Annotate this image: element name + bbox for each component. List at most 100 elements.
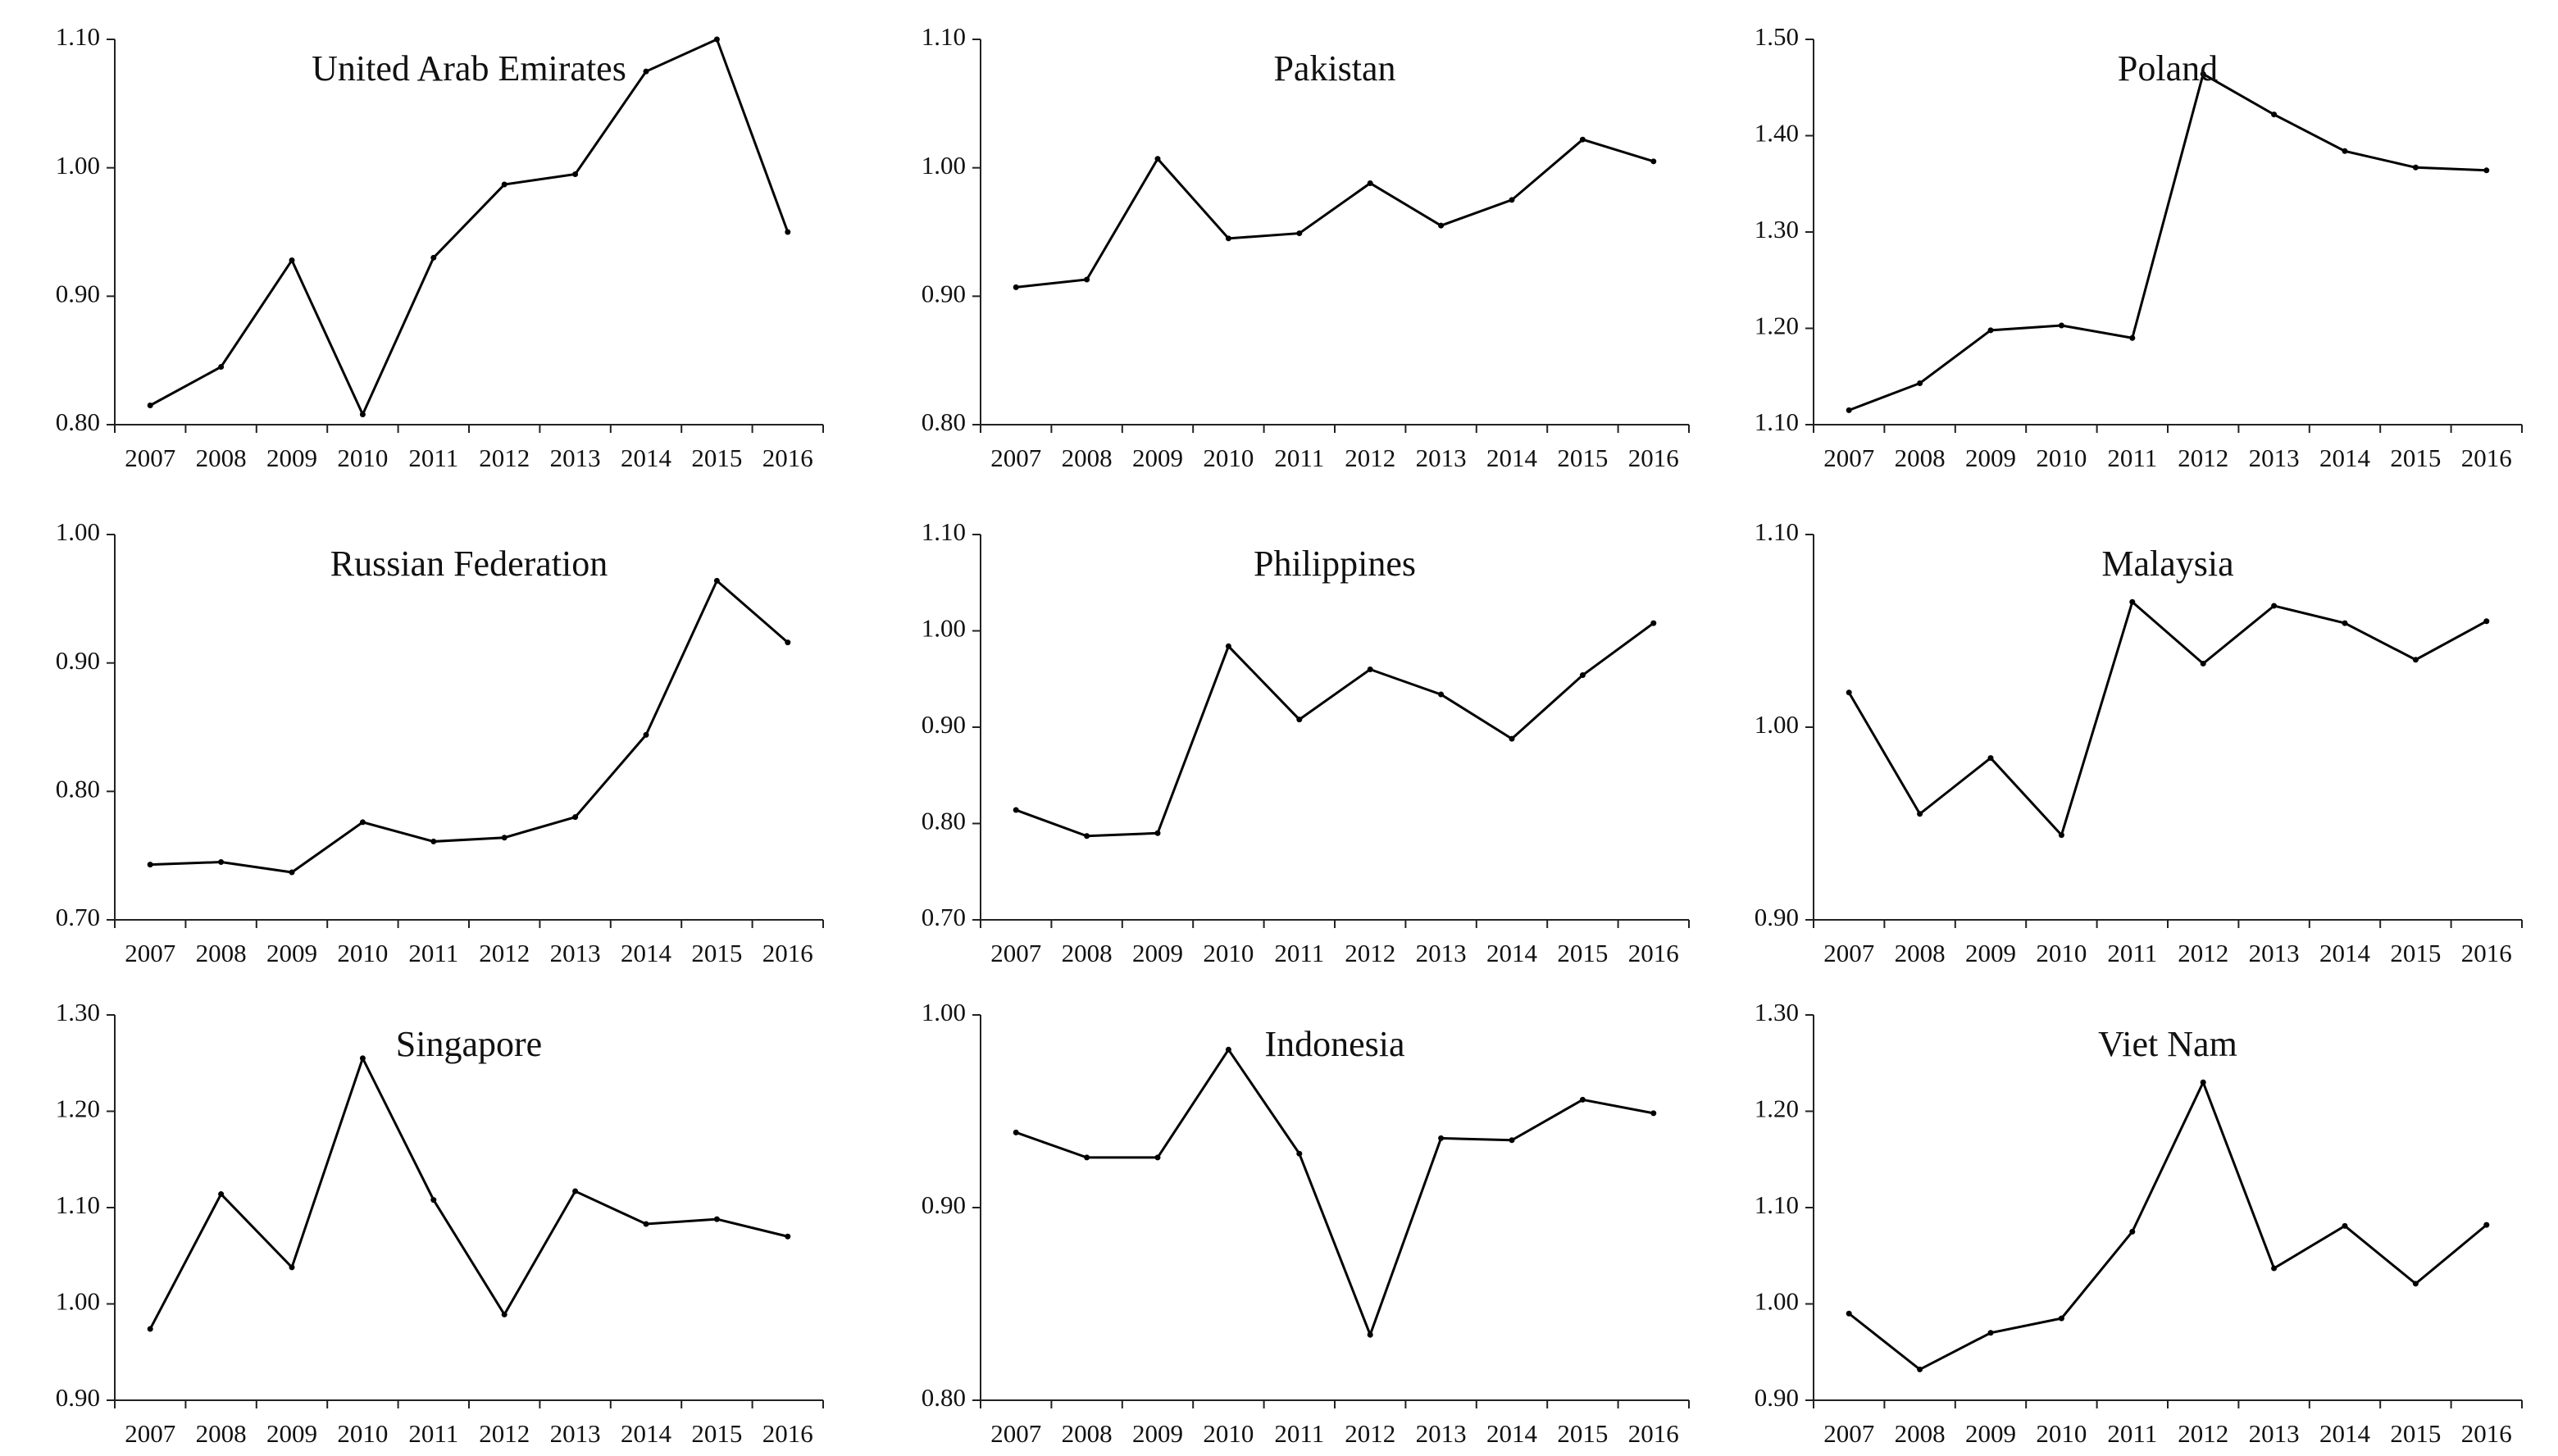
x-tick-label: 2009: [1132, 1419, 1183, 1448]
x-tick-label: 2008: [1062, 1419, 1113, 1448]
y-tick-label: 1.00: [922, 151, 966, 180]
y-tick-label: 1.00: [56, 1287, 100, 1316]
x-tick-label: 2013: [550, 1419, 601, 1448]
y-tick-label: 0.80: [56, 774, 100, 803]
point: [572, 171, 579, 177]
line: [1847, 599, 2487, 838]
point: [2483, 1222, 2490, 1228]
point: [501, 1311, 508, 1317]
x-tick-label: 2015: [1557, 939, 1608, 967]
line: [149, 37, 790, 418]
point: [643, 731, 649, 738]
point: [1846, 1310, 1852, 1317]
x-tick-label: 2013: [2249, 1419, 2300, 1448]
point: [1917, 1366, 1923, 1372]
point: [1367, 1331, 1373, 1338]
x-tick-label: 2009: [266, 1419, 317, 1448]
point: [2200, 1079, 2206, 1085]
point: [2200, 660, 2206, 667]
x-tick-label: 2016: [762, 1419, 813, 1448]
point: [713, 1216, 720, 1222]
point: [1509, 197, 1515, 203]
point: [2129, 334, 2136, 341]
point: [2483, 167, 2490, 174]
point: [1579, 672, 1586, 679]
y-tick-label: 0.80: [922, 407, 966, 436]
x-tick-label: 2008: [196, 444, 247, 472]
point: [430, 838, 437, 844]
point: [2483, 618, 2490, 625]
x-tick-label: 2009: [266, 939, 317, 967]
point: [1154, 156, 1161, 162]
point: [785, 1233, 791, 1240]
x-tick-label: 2016: [1628, 939, 1679, 967]
x-tick-label: 2013: [1416, 444, 1467, 472]
y-tick-label: 0.90: [922, 1190, 966, 1219]
point: [1154, 830, 1161, 836]
chart-title: Philippines: [1254, 544, 1416, 584]
point: [359, 1055, 366, 1062]
x-tick-label: 2015: [1557, 1419, 1608, 1448]
point: [1438, 691, 1445, 698]
y-tick-label: 0.70: [56, 903, 100, 931]
y-tick-label: 0.90: [922, 710, 966, 739]
x-tick-label: 2009: [1965, 444, 2016, 472]
x-tick-label: 2016: [1628, 1419, 1679, 1448]
point: [359, 819, 366, 826]
y-tick-label: 1.20: [1755, 312, 1799, 340]
y-tick-label: 1.20: [1755, 1094, 1799, 1123]
chart-title: United Arab Emirates: [312, 48, 626, 89]
y-tick-label: 1.00: [922, 614, 966, 643]
point: [1579, 136, 1586, 143]
panel: 1.10 1.20 1.30 1.40 1.50 2007 2008 2009 2010 2011…: [1755, 22, 2523, 472]
point: [1013, 807, 1019, 813]
x-tick-label: 2008: [1895, 1419, 1946, 1448]
x-tick-label: 2010: [1203, 1419, 1254, 1448]
point: [1296, 230, 1303, 237]
point: [1225, 643, 1231, 649]
x-tick-label: 2014: [2319, 939, 2371, 967]
point: [1509, 1137, 1515, 1144]
point: [2342, 148, 2348, 154]
x-tick-label: 2012: [1345, 939, 1395, 967]
point: [643, 1221, 649, 1227]
point: [1650, 1110, 1657, 1117]
x-tick-label: 2012: [1345, 444, 1395, 472]
x-tick-label: 2007: [1823, 939, 1874, 967]
point: [501, 835, 508, 841]
x-tick-label: 2012: [2178, 939, 2228, 967]
y-tick-label: 1.30: [1755, 998, 1799, 1026]
x-tick-label: 2008: [1062, 444, 1113, 472]
point: [147, 403, 153, 408]
x-tick-label: 2014: [621, 444, 672, 472]
x-tick-label: 2016: [2461, 939, 2512, 967]
x-tick-label: 2007: [125, 1419, 175, 1448]
x-tick-label: 2007: [1823, 1419, 1874, 1448]
x-tick-label: 2015: [2390, 444, 2441, 472]
point: [2342, 620, 2348, 626]
x-tick-label: 2007: [1823, 444, 1874, 472]
x-tick-label: 2011: [408, 444, 458, 472]
chart-title: Poland: [2118, 48, 2218, 89]
x-tick-label: 2012: [479, 939, 530, 967]
x-tick-label: 2010: [337, 1419, 388, 1448]
panel: 0.90 1.00 1.10 2007 2008 2009 2010 2011 2012 2013…: [1755, 517, 2523, 967]
point: [289, 1264, 295, 1271]
x-tick-label: 2010: [1203, 939, 1254, 967]
x-tick-label: 2009: [1965, 1419, 2016, 1448]
point: [1013, 284, 1019, 290]
x-tick-label: 2016: [762, 939, 813, 967]
x-tick-label: 2008: [1895, 939, 1946, 967]
line: [1015, 1047, 1655, 1339]
y-tick-label: 0.90: [922, 279, 966, 307]
y-tick-label: 0.70: [922, 903, 966, 931]
y-tick-label: 0.90: [56, 1383, 100, 1412]
x-tick-label: 2015: [1557, 444, 1608, 472]
x-tick-label: 2007: [990, 1419, 1041, 1448]
chart-title: Viet Nam: [2098, 1024, 2237, 1064]
chart-title: Pakistan: [1273, 48, 1395, 89]
y-tick-label: 0.80: [922, 1383, 966, 1412]
point: [1846, 689, 1852, 696]
point: [359, 411, 366, 417]
point: [1987, 327, 1994, 334]
